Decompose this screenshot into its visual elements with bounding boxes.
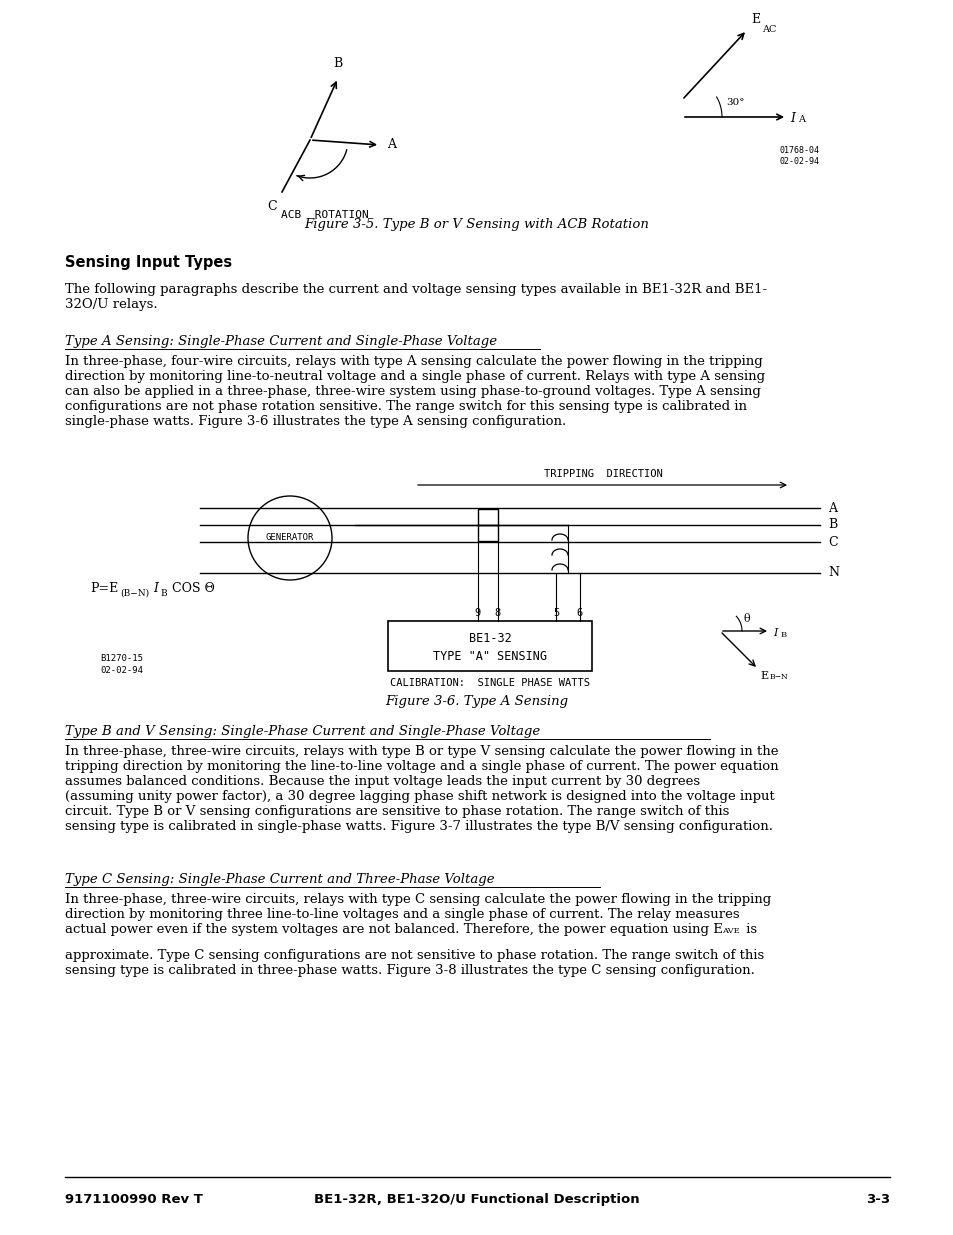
Text: B: B — [333, 57, 342, 70]
Text: I: I — [772, 629, 777, 638]
Text: BE1-32R, BE1-32O/U Functional Description: BE1-32R, BE1-32O/U Functional Descriptio… — [314, 1193, 639, 1207]
Text: In three-phase, four-wire circuits, relays with type A sensing calculate the pow: In three-phase, four-wire circuits, rela… — [65, 354, 764, 429]
Text: CALIBRATION:  SINGLE PHASE WATTS: CALIBRATION: SINGLE PHASE WATTS — [390, 678, 589, 688]
Text: 30°: 30° — [725, 98, 743, 107]
Text: TYPE "A" SENSING: TYPE "A" SENSING — [433, 650, 546, 662]
Text: E: E — [750, 14, 760, 26]
Text: C: C — [827, 536, 837, 548]
Text: A: A — [827, 501, 836, 515]
Text: N: N — [827, 567, 838, 579]
Text: 3-3: 3-3 — [865, 1193, 889, 1207]
Text: A: A — [797, 115, 804, 124]
Text: (B−N): (B−N) — [120, 589, 149, 598]
Text: C: C — [267, 200, 276, 212]
Text: B: B — [781, 631, 786, 638]
Text: B−N: B−N — [769, 673, 788, 680]
Text: 01768-04: 01768-04 — [780, 146, 820, 156]
Bar — [388, 621, 592, 671]
Text: Figure 3-5. Type B or V Sensing with ACB Rotation: Figure 3-5. Type B or V Sensing with ACB… — [304, 219, 649, 231]
Text: B1270-15: B1270-15 — [100, 655, 143, 663]
Text: I: I — [152, 582, 158, 594]
Text: 6: 6 — [577, 608, 582, 618]
Text: GENERATOR: GENERATOR — [266, 534, 314, 542]
Text: AVE: AVE — [721, 927, 739, 935]
Text: AC: AC — [761, 25, 776, 35]
Text: In three-phase, three-wire circuits, relays with type C sensing calculate the po: In three-phase, three-wire circuits, rel… — [65, 893, 770, 936]
Bar — [477, 509, 497, 525]
Text: I: I — [789, 111, 794, 125]
Text: is: is — [741, 923, 757, 936]
Text: BE1-32: BE1-32 — [468, 632, 511, 646]
Bar — [477, 525, 497, 541]
Text: 8: 8 — [495, 608, 500, 618]
Text: θ: θ — [743, 614, 750, 624]
Text: In three-phase, three-wire circuits, relays with type B or type V sensing calcul: In three-phase, three-wire circuits, rel… — [65, 745, 778, 832]
Text: TRIPPING  DIRECTION: TRIPPING DIRECTION — [543, 469, 661, 479]
Text: P=E: P=E — [90, 582, 118, 594]
Text: 02-02-94: 02-02-94 — [780, 157, 820, 165]
Text: Type B and V Sensing: Single-Phase Current and Single-Phase Voltage: Type B and V Sensing: Single-Phase Curre… — [65, 725, 539, 739]
Text: 9: 9 — [475, 608, 480, 618]
Text: B: B — [827, 519, 837, 531]
Text: Sensing Input Types: Sensing Input Types — [65, 254, 232, 270]
Text: COS Θ: COS Θ — [168, 582, 214, 594]
Text: B: B — [160, 589, 167, 598]
Text: Figure 3-6. Type A Sensing: Figure 3-6. Type A Sensing — [385, 695, 568, 708]
Text: The following paragraphs describe the current and voltage sensing types availabl: The following paragraphs describe the cu… — [65, 283, 766, 311]
Text: Type C Sensing: Single-Phase Current and Three-Phase Voltage: Type C Sensing: Single-Phase Current and… — [65, 873, 494, 885]
Text: 5: 5 — [553, 608, 558, 618]
Text: 9171100990 Rev T: 9171100990 Rev T — [65, 1193, 203, 1207]
Text: 02-02-94: 02-02-94 — [100, 666, 143, 676]
Text: Type A Sensing: Single-Phase Current and Single-Phase Voltage: Type A Sensing: Single-Phase Current and… — [65, 335, 497, 348]
Text: ACB  ROTATION: ACB ROTATION — [281, 210, 369, 220]
Text: approximate. Type C sensing configurations are not sensitive to phase rotation. : approximate. Type C sensing configuratio… — [65, 948, 763, 977]
Text: E: E — [760, 671, 767, 680]
Text: A: A — [387, 138, 395, 152]
